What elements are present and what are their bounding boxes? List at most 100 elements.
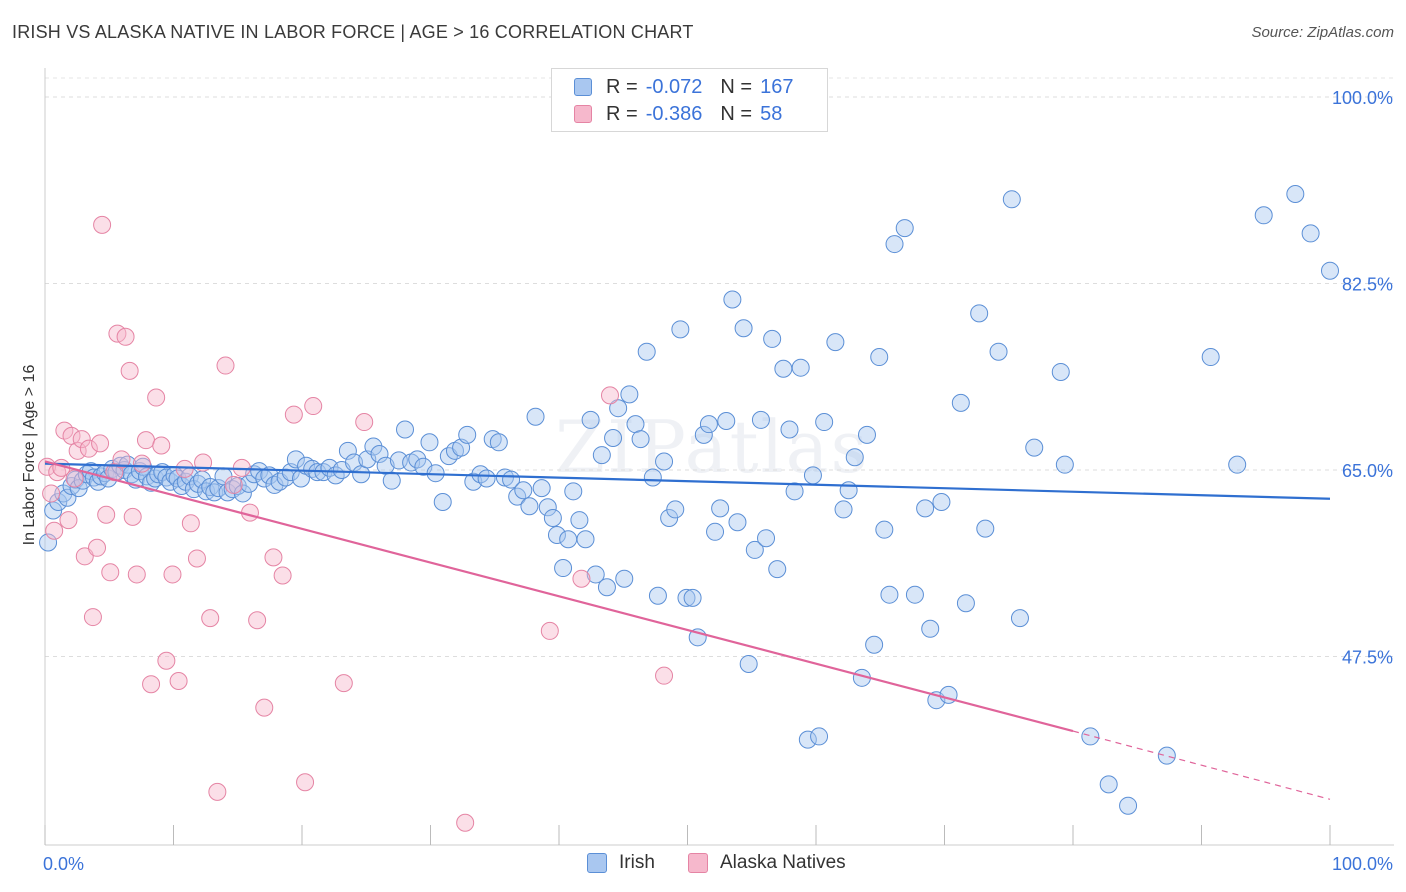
irish-point [763,329,782,348]
irish-point [751,410,770,429]
irish-point [885,235,904,254]
irish-point [905,585,924,604]
irish-point [921,619,940,638]
alaska-native-point [120,361,139,380]
irish-point [826,333,845,352]
irish-point [433,492,452,511]
irish-point [276,468,295,487]
alaska-native-point [284,405,303,424]
alaska-native-point [152,436,171,455]
alaska-native-point [273,566,292,585]
bottom-legend-irish: Irish [587,852,655,874]
alaska-native-point [116,327,135,346]
irish-point [586,565,605,584]
series-alaska-natives [38,215,674,832]
alaska-native-point [296,773,315,792]
alaska-native-point [572,569,591,588]
alaska-native-point [91,434,110,453]
alaska-native-point [169,672,188,691]
alaska-native-point [83,608,102,627]
series-irish [39,184,1339,815]
irish-point [570,511,589,530]
irish-point [815,413,834,432]
irish-point [970,304,989,323]
irish-point [798,730,817,749]
irish-point [768,560,787,579]
alaska-native-point [42,484,61,503]
legend-n-value: 167 [760,75,794,98]
irish-point [699,415,718,434]
irish-point [880,585,899,604]
irish-point [717,411,736,430]
irish-point [648,586,667,605]
irish-point [364,437,383,456]
alaska-native-point [65,469,84,488]
irish-point [683,588,702,607]
alaska-native-point [208,782,227,801]
alaska-trend-line [44,460,1074,733]
legend-swatch-irish [574,78,592,96]
irish-point [677,588,696,607]
irish-point [694,425,713,444]
alaska-native-point [600,386,619,405]
legend-n-value: 58 [760,102,783,125]
irish-point [810,727,829,746]
irish-point [655,452,674,471]
irish-point [218,483,237,502]
irish-point [408,450,427,469]
alaska-native-point [97,505,116,524]
alaska-native-point [187,549,206,568]
irish-point [916,499,935,518]
alaska-native-point [75,547,94,566]
irish-point [532,479,551,498]
irish-point [526,407,545,426]
irish-point [604,429,623,448]
irish-point [932,492,951,511]
alaska-native-point [127,565,146,584]
alaska-native-point [216,356,235,375]
source-label: Source: ZipAtlas.com [1251,24,1394,41]
alaska-native-point [79,439,98,458]
irish-point [857,425,876,444]
irish-point [728,513,747,532]
irish-point [1228,455,1247,474]
irish-point [757,529,776,548]
y-tick-label: 82.5% [1342,275,1393,295]
bottom-legend-alaska-natives: Alaska Natives [688,852,846,874]
irish-point [420,433,439,452]
irish-point [597,578,616,597]
alaska-native-point [88,538,107,557]
alaska-native-point [123,507,142,526]
irish-point [286,450,305,469]
irish-point [1055,455,1074,474]
y-tick-label: 100.0% [1332,88,1393,108]
legend-n-label: N = [720,75,753,98]
irish-point [637,342,656,361]
irish-point [671,320,690,339]
legend: R = -0.072 N = 167 R = -0.386 N = 58 [551,68,828,132]
irish-point [626,415,645,434]
alaska-native-point [157,651,176,670]
legend-r-label: R = [606,102,638,125]
irish-point [1157,746,1176,765]
alaska-native-point [68,441,87,460]
alaska-native-point [101,563,120,582]
irish-point [875,520,894,539]
irish-point [554,559,573,578]
watermark: ZIPatlas [555,405,870,489]
irish-point [643,468,662,487]
irish-point [338,441,357,460]
alaska-native-point [201,609,220,628]
irish-point [803,466,822,485]
irish-point [1254,206,1273,225]
irish-point [489,433,508,452]
irish-point [1099,775,1118,794]
bottom-legend-label-irish: Irish [619,852,655,873]
bottom-legend-swatch-irish [587,853,607,873]
trend-lines [44,460,1331,800]
axes [44,68,1394,846]
alaska-native-point [224,475,243,494]
irish-point [989,342,1008,361]
irish-point [1201,348,1220,367]
irish-point [538,498,557,517]
